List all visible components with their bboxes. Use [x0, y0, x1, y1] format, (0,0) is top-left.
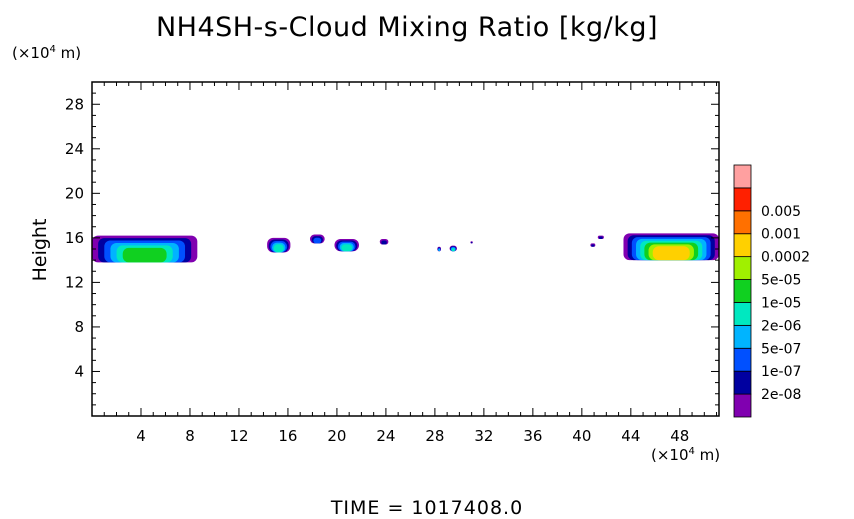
colorbar-label: 0.001 [761, 227, 801, 243]
cloud-region [623, 233, 719, 261]
y-tick-label: 4 [74, 362, 84, 380]
cloud-layer [470, 241, 473, 244]
y-tick-label: 24 [65, 140, 84, 158]
cloud-layer [598, 236, 603, 239]
colorbar-swatch [733, 233, 752, 258]
x-tick-label: 40 [572, 427, 591, 445]
y-unit-prefix: (×10 [12, 44, 50, 62]
y-unit-exponent: 4 [49, 44, 56, 55]
x-tick-label: 20 [327, 427, 346, 445]
colorbar-swatch [733, 347, 752, 372]
cloud-region [449, 245, 457, 252]
colorbar-swatch [733, 279, 752, 303]
cloud-layer [591, 244, 595, 247]
colorbar-swatch [733, 187, 752, 212]
y-axis-unit: (×104 m) [12, 44, 81, 62]
colorbar-label: 5e-05 [761, 273, 801, 289]
colorbar-label: 2e-08 [761, 387, 801, 403]
cloud-region [92, 235, 198, 263]
colorbar-label: 1e-07 [761, 364, 801, 380]
y-axis: 4 8 12 16 20 24 28 [65, 92, 719, 406]
colorbar-label: 5e-07 [761, 341, 801, 357]
x-tick-label: 36 [523, 427, 542, 445]
cloud-region [437, 246, 442, 252]
cloud-layer [122, 247, 167, 263]
x-unit-exponent: 4 [688, 446, 695, 457]
colorbar-swatch [733, 256, 752, 280]
cloud-layer [451, 248, 455, 252]
y-tick-label: 20 [65, 184, 84, 202]
cloud-field [92, 233, 719, 263]
x-tick-label: 32 [474, 427, 493, 445]
x-unit-prefix: (×10 [651, 446, 689, 464]
cloud-layer [652, 246, 690, 261]
y-tick-label: 12 [65, 273, 84, 291]
cloud-layer [273, 244, 284, 253]
colorbar: 2e-08 1e-07 5e-07 2e-06 1e-05 5e-05 0.0002 0.00… [733, 164, 810, 418]
y-tick-label: 28 [65, 95, 84, 113]
colorbar-swatch [733, 370, 752, 395]
colorbar-swatch [733, 324, 752, 349]
cloud-region [267, 237, 291, 253]
colorbar-swatch [733, 210, 752, 235]
x-tick-label: 8 [185, 427, 195, 445]
x-tick-label: 4 [136, 427, 146, 445]
time-footer: TIME = 1017408.0 [330, 497, 524, 519]
colorbar-label: 0.0002 [761, 250, 810, 266]
cloud-layer [438, 248, 441, 252]
colorbar-swatch [733, 164, 752, 189]
x-unit-suffix: m) [694, 446, 721, 464]
x-tick-label: 16 [278, 427, 297, 445]
colorbar-swatch [733, 393, 752, 418]
cloud-region [590, 243, 596, 247]
colorbar-label: 0.005 [761, 204, 801, 220]
chart-title: NH4SH-s-Cloud Mixing Ratio [kg/kg] [155, 12, 659, 43]
colorbar-label: 2e-06 [761, 318, 801, 334]
colorbar-label: 1e-05 [761, 295, 801, 311]
y-unit-suffix: m) [55, 44, 82, 62]
x-tick-label: 12 [229, 427, 248, 445]
cloud-region [379, 238, 389, 245]
x-axis-unit: (×104 m) [651, 446, 720, 464]
cloud-region [597, 235, 604, 239]
x-tick-label: 48 [670, 427, 689, 445]
x-axis: 4 8 12 16 20 24 28 32 36 40 44 48 [103, 82, 718, 445]
x-tick-label: 24 [376, 427, 395, 445]
x-tick-label: 44 [621, 427, 640, 445]
cloud-region [334, 238, 359, 252]
x-tick-label: 28 [425, 427, 444, 445]
y-tick-label: 16 [65, 229, 84, 247]
cloud-layer [341, 244, 353, 252]
colorbar-swatch [733, 302, 752, 326]
cloud-layer [381, 240, 387, 245]
y-tick-label: 8 [74, 318, 84, 336]
cloud-layer [313, 237, 322, 244]
cloud-region [309, 234, 325, 244]
cloud-region [470, 241, 473, 244]
